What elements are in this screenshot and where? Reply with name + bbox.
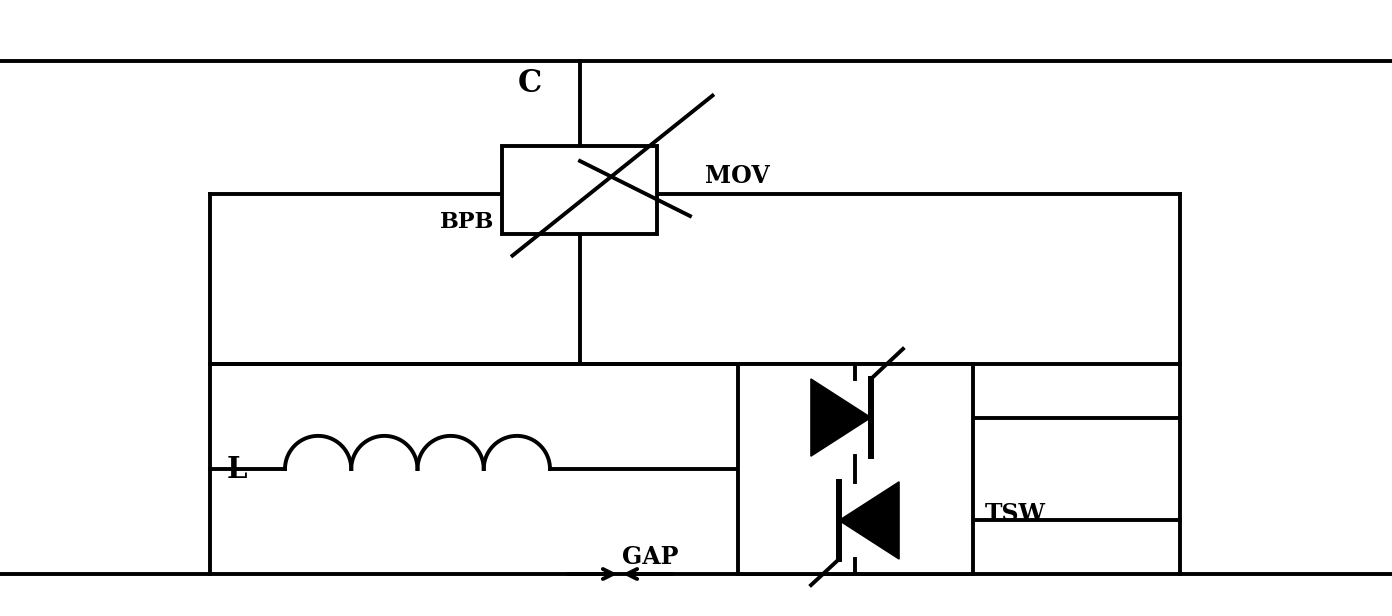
Text: BPB: BPB	[440, 211, 494, 233]
Text: TSW: TSW	[984, 503, 1045, 527]
Polygon shape	[839, 482, 899, 559]
Text: MOV: MOV	[704, 164, 770, 188]
Bar	[738, 364, 973, 574]
Text: C: C	[518, 68, 541, 99]
Text: GAP: GAP	[622, 545, 678, 569]
Text: L: L	[227, 455, 246, 484]
Polygon shape	[812, 379, 871, 456]
Bar	[503, 145, 657, 233]
